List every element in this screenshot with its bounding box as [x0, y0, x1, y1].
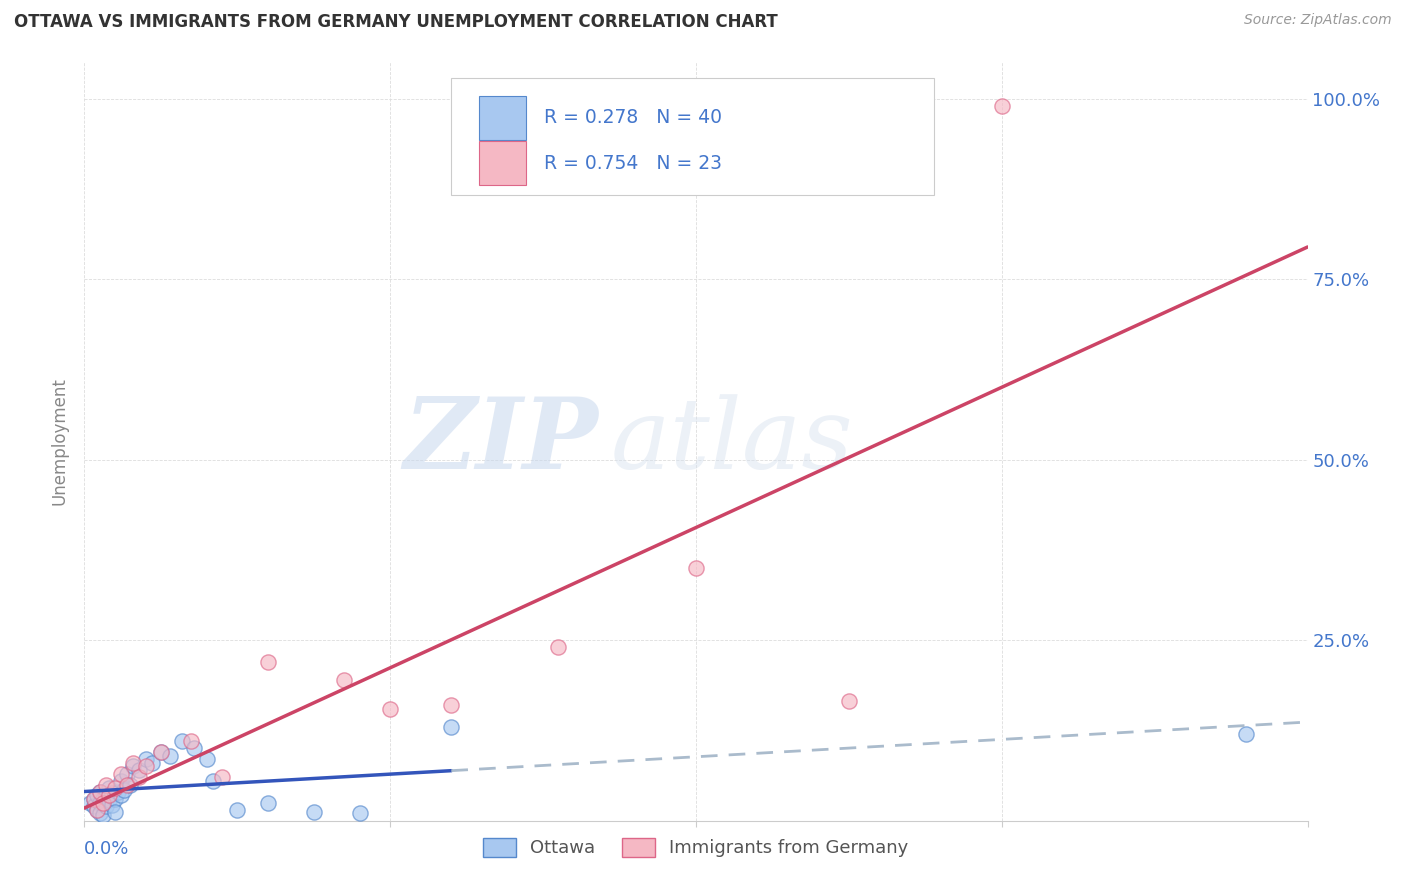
Text: OTTAWA VS IMMIGRANTS FROM GERMANY UNEMPLOYMENT CORRELATION CHART: OTTAWA VS IMMIGRANTS FROM GERMANY UNEMPL…: [14, 13, 778, 31]
Text: 0.0%: 0.0%: [84, 839, 129, 857]
Text: R = 0.754   N = 23: R = 0.754 N = 23: [544, 153, 723, 173]
Point: [135, 752, 157, 766]
Point: [94, 778, 117, 792]
Point: [86, 803, 108, 817]
Text: ZIP: ZIP: [404, 393, 598, 490]
Point: [83, 799, 105, 814]
Point: [115, 778, 138, 792]
Legend: Ottawa, Immigrants from Germany: Ottawa, Immigrants from Germany: [477, 830, 915, 864]
Point: [91, 808, 114, 822]
Text: Source: ZipAtlas.com: Source: ZipAtlas.com: [1244, 13, 1392, 28]
Point: [110, 766, 132, 780]
FancyBboxPatch shape: [479, 141, 526, 186]
Point: [91, 796, 114, 810]
Point: [86, 789, 108, 803]
FancyBboxPatch shape: [479, 95, 526, 140]
Point: [380, 702, 402, 716]
Point: [195, 752, 218, 766]
Point: [79, 796, 101, 810]
Point: [333, 673, 356, 687]
Point: [440, 698, 463, 712]
Point: [89, 796, 111, 810]
Point: [110, 773, 132, 788]
Point: [94, 789, 117, 803]
Point: [101, 786, 124, 800]
Point: [107, 785, 129, 799]
Point: [101, 797, 124, 812]
Y-axis label: Unemployment: Unemployment: [51, 377, 69, 506]
Point: [94, 799, 117, 814]
Point: [120, 778, 142, 792]
Point: [349, 806, 371, 821]
Point: [180, 734, 202, 748]
Point: [86, 803, 108, 817]
Point: [89, 785, 111, 799]
Point: [991, 99, 1014, 113]
Point: [83, 792, 105, 806]
Text: atlas: atlas: [610, 394, 853, 489]
Point: [440, 720, 463, 734]
Point: [122, 756, 145, 770]
Point: [97, 793, 120, 807]
Point: [104, 781, 127, 796]
Point: [226, 803, 249, 817]
FancyBboxPatch shape: [451, 78, 935, 195]
Point: [183, 741, 205, 756]
Point: [685, 561, 707, 575]
Point: [838, 694, 860, 708]
Point: [97, 789, 120, 803]
Point: [172, 734, 194, 748]
Point: [1236, 727, 1258, 741]
Point: [122, 759, 145, 773]
Text: R = 0.278   N = 40: R = 0.278 N = 40: [544, 108, 723, 128]
Point: [135, 759, 157, 773]
Point: [149, 745, 172, 759]
Point: [128, 763, 150, 777]
Point: [141, 756, 163, 770]
Point: [128, 770, 150, 784]
Point: [257, 655, 280, 669]
Point: [159, 748, 181, 763]
Point: [83, 792, 105, 806]
Point: [97, 781, 120, 796]
Point: [201, 773, 224, 788]
Point: [104, 805, 127, 819]
Point: [149, 745, 172, 759]
Point: [115, 766, 138, 780]
Point: [112, 783, 135, 797]
Point: [91, 792, 114, 806]
Point: [110, 789, 132, 803]
Point: [302, 805, 325, 819]
Point: [104, 792, 127, 806]
Point: [257, 796, 280, 810]
Point: [547, 640, 569, 655]
Point: [89, 785, 111, 799]
Point: [89, 806, 111, 821]
Point: [211, 770, 233, 784]
